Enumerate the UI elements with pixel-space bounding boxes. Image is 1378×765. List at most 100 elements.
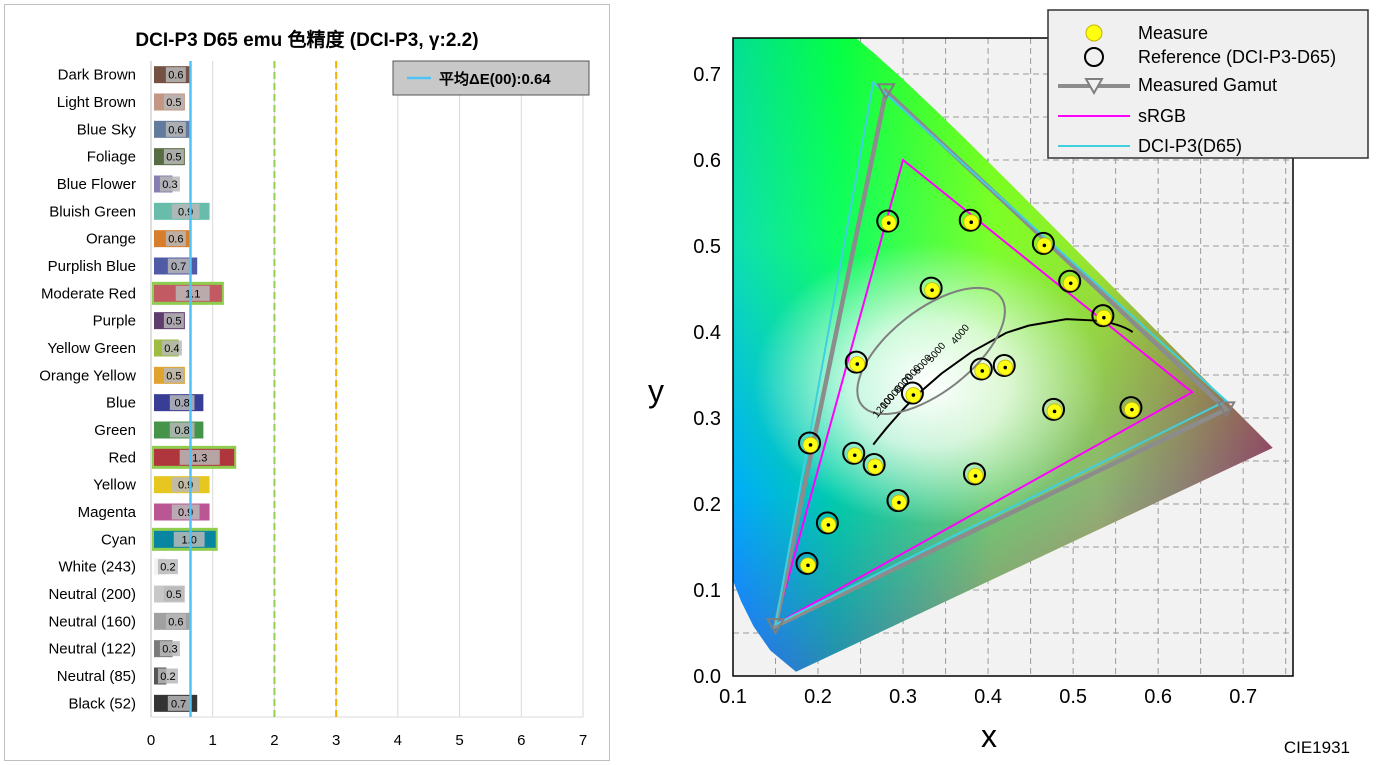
bar-value-box bbox=[159, 641, 180, 657]
bar-value-box bbox=[167, 258, 190, 274]
category-label: Blue bbox=[106, 395, 136, 412]
reference-point bbox=[1091, 304, 1115, 328]
y-tick-label: 0.2 bbox=[693, 494, 721, 516]
measured-point-center bbox=[873, 464, 877, 469]
bar-value-box bbox=[165, 613, 186, 629]
reference-point bbox=[862, 452, 886, 476]
reference-point bbox=[815, 511, 839, 535]
bar-value-label: 0.8 bbox=[174, 425, 189, 437]
legend-label: Measured Gamut bbox=[1138, 75, 1277, 95]
bar-value-box bbox=[167, 695, 190, 711]
reference-point bbox=[876, 209, 900, 233]
category-label: Neutral (122) bbox=[48, 641, 136, 658]
category-label: Blue Sky bbox=[77, 121, 137, 138]
bar-value-box bbox=[163, 586, 184, 602]
bar-chart-title: DCI-P3 D65 emu 色精度 (DCI-P3, γ:2.2) bbox=[135, 30, 479, 51]
category-label: Green bbox=[94, 422, 136, 439]
measured-point-center bbox=[1003, 365, 1008, 370]
legend-label: DCI-P3(D65) bbox=[1138, 136, 1242, 156]
legend-label: Measure bbox=[1138, 23, 1208, 43]
reference-point bbox=[798, 431, 822, 455]
bar-value-box bbox=[163, 367, 184, 383]
y-tick-label: 0.7 bbox=[693, 64, 721, 86]
measured-point-center bbox=[808, 443, 813, 447]
measured-point-center bbox=[911, 393, 916, 397]
cie-corner-label: CIE1931 bbox=[1284, 738, 1350, 757]
category-label: Purple bbox=[93, 313, 136, 330]
bar-value-box bbox=[157, 559, 178, 575]
category-label: Red bbox=[108, 449, 136, 466]
x-tick-label: 0.7 bbox=[1229, 686, 1257, 708]
bar-value-label: 0.6 bbox=[168, 70, 183, 82]
bar-value-label: 0.6 bbox=[168, 124, 183, 136]
bar-value-box bbox=[171, 504, 200, 520]
reference-point bbox=[1058, 269, 1082, 293]
category-label: Black (52) bbox=[68, 695, 136, 712]
bar-value-box bbox=[157, 668, 178, 684]
gamut-vertex-marker bbox=[765, 618, 786, 636]
x-tick-label: 1 bbox=[209, 732, 217, 749]
x-tick-label: 7 bbox=[579, 732, 587, 749]
measured-point-center bbox=[1042, 243, 1047, 248]
bar-value-label: 0.5 bbox=[166, 316, 181, 328]
reference-point bbox=[1031, 231, 1055, 255]
x-tick-label: 0.6 bbox=[1144, 686, 1172, 708]
bar-value-box bbox=[171, 477, 200, 493]
plot-frame bbox=[732, 37, 1294, 677]
measured-point-center bbox=[1052, 409, 1057, 414]
y-tick-label: 0.6 bbox=[693, 150, 721, 172]
category-label: Cyan bbox=[101, 531, 136, 548]
x-tick-label: 0.3 bbox=[889, 686, 917, 708]
measured-point-center bbox=[852, 453, 857, 458]
category-label: White (243) bbox=[58, 559, 136, 576]
x-tick-label: 4 bbox=[394, 732, 402, 749]
measured-point-center bbox=[980, 369, 985, 373]
bar-value-box bbox=[165, 231, 186, 247]
y-tick-label: 0.5 bbox=[693, 236, 721, 258]
measured-point-center bbox=[855, 362, 860, 366]
category-label: Neutral (85) bbox=[57, 668, 136, 685]
legend-label: 平均ΔE(00):0.64 bbox=[439, 70, 551, 88]
reference-point bbox=[886, 489, 910, 513]
cct-ellipse bbox=[856, 286, 1006, 416]
measured-point-center bbox=[806, 563, 810, 568]
bar-value-box bbox=[169, 395, 195, 411]
category-label: Orange bbox=[86, 231, 136, 248]
measured-point-center bbox=[969, 220, 974, 224]
legend-label: Reference (DCI-P3-D65) bbox=[1138, 47, 1336, 67]
bar-value-label: 1.3 bbox=[192, 452, 207, 464]
bar-value-label: 0.3 bbox=[162, 644, 177, 656]
category-label: Blue Flower bbox=[57, 176, 136, 193]
bar-value-box bbox=[165, 121, 186, 137]
bar-value-label: 0.2 bbox=[160, 671, 175, 683]
reference-point bbox=[842, 441, 866, 465]
planckian-locus bbox=[872, 318, 1096, 446]
bar-value-box bbox=[173, 531, 205, 547]
bar-value-box bbox=[163, 149, 184, 165]
reference-point bbox=[795, 551, 819, 575]
bar-value-box bbox=[175, 285, 210, 301]
reference-point bbox=[1119, 396, 1143, 420]
bar-value-label: 0.3 bbox=[162, 179, 177, 191]
bar-value-box bbox=[165, 67, 186, 83]
bar-value-label: 0.5 bbox=[166, 152, 181, 164]
y-tick-label: 0.4 bbox=[693, 322, 721, 344]
reference-point bbox=[958, 208, 982, 232]
y-tick-label: 0.3 bbox=[693, 408, 721, 430]
y-tick-label: 0.0 bbox=[693, 666, 721, 688]
bar-value-label: 0.7 bbox=[171, 261, 186, 273]
bar-value-label: 0.5 bbox=[166, 370, 181, 382]
measured-point-center bbox=[1130, 407, 1134, 412]
bar-value-label: 0.6 bbox=[168, 616, 183, 628]
bar-value-label: 0.5 bbox=[166, 97, 181, 109]
x-tick-label: 0.4 bbox=[974, 686, 1002, 708]
bar-value-label: 0.7 bbox=[171, 698, 186, 710]
reference-point bbox=[919, 276, 943, 300]
reference-point bbox=[1042, 397, 1066, 421]
bar-value-label: 1.1 bbox=[185, 288, 200, 300]
measured-point-center bbox=[930, 288, 934, 292]
legend-label: sRGB bbox=[1138, 106, 1186, 126]
reference-point bbox=[992, 354, 1016, 378]
bar-value-box bbox=[161, 340, 182, 356]
